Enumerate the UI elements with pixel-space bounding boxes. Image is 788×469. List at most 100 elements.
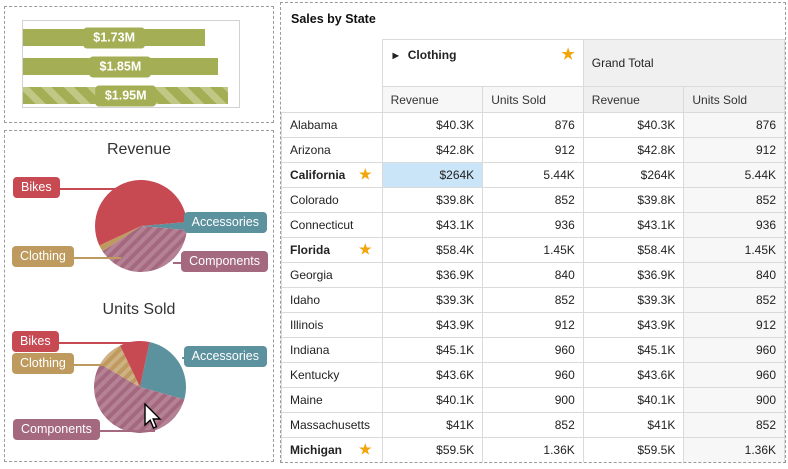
state-cell[interactable]: Colorado [281, 187, 383, 213]
clothing-units-cell[interactable]: 840 [482, 262, 584, 288]
total-revenue-cell[interactable]: $43.6K [582, 362, 685, 388]
row-star-icon[interactable]: ★ [359, 441, 372, 457]
table-row[interactable]: Florida ★ $58.4K 1.45K $58.4K 1.45K [281, 237, 785, 263]
sales-grid[interactable]: ▶ Clothing ★ Grand Total Revenue Units So… [281, 39, 785, 462]
clothing-revenue-cell[interactable]: $43.6K [381, 362, 484, 388]
clothing-units-cell[interactable]: 852 [482, 412, 584, 438]
total-units-cell[interactable]: 900 [683, 387, 785, 413]
total-revenue-cell[interactable]: $264K [582, 162, 685, 188]
total-units-cell[interactable]: 852 [683, 287, 785, 313]
clothing-star-icon[interactable]: ★ [561, 46, 575, 63]
bar-chart-plot[interactable]: $1.73M $1.85M $1.95M [22, 20, 240, 108]
row-star-icon[interactable]: ★ [359, 241, 372, 257]
total-units-cell[interactable]: 1.36K [683, 437, 785, 462]
table-row[interactable]: Alabama $40.3K 876 $40.3K 876 [281, 112, 785, 138]
state-cell[interactable]: Connecticut [281, 212, 383, 238]
total-revenue-cell[interactable]: $42.8K [582, 137, 685, 163]
state-cell[interactable]: Massachusetts [281, 412, 383, 438]
clothing-revenue-cell[interactable]: $58.4K [381, 237, 484, 263]
total-revenue-cell[interactable]: $39.3K [582, 287, 685, 313]
clothing-units-cell[interactable]: 912 [482, 137, 584, 163]
total-units-cell[interactable]: 5.44K [683, 162, 785, 188]
units-components-label[interactable]: Components [13, 419, 100, 440]
bar-chart-panel[interactable]: $1.73M $1.85M $1.95M [4, 6, 274, 123]
units-accessories-label[interactable]: Accessories [183, 346, 267, 367]
state-cell[interactable]: Alabama [281, 112, 383, 138]
clothing-revenue-cell[interactable]: $39.8K [381, 187, 484, 213]
pie-slice-bikes[interactable] [94, 180, 187, 246]
total-revenue-cell[interactable]: $41K [582, 412, 685, 438]
total-units-cell[interactable]: 852 [683, 187, 785, 213]
pie-charts-panel[interactable]: Revenue Bikes Accessories Clothing Compo… [4, 130, 274, 462]
table-row[interactable]: Arizona $42.8K 912 $42.8K 912 [281, 137, 785, 163]
total-revenue-cell[interactable]: $43.9K [582, 312, 685, 338]
total-revenue-cell[interactable]: $36.9K [582, 262, 685, 288]
total-revenue-cell[interactable]: $40.3K [582, 112, 685, 138]
total-units-cell[interactable]: 1.45K [683, 237, 785, 263]
clothing-revenue-cell[interactable]: $59.5K [381, 437, 484, 462]
table-row[interactable]: Michigan ★ $59.5K 1.36K $59.5K 1.36K [281, 437, 785, 462]
clothing-units-cell[interactable]: 960 [482, 337, 584, 363]
clothing-revenue-cell[interactable]: $40.3K [381, 112, 484, 138]
total-units-cell[interactable]: 960 [683, 362, 785, 388]
clothing-units-cell[interactable]: 1.36K [482, 437, 584, 462]
clothing-units-cell[interactable]: 960 [482, 362, 584, 388]
expand-icon[interactable]: ▶ [392, 51, 399, 60]
bar-$1.95M[interactable]: $1.95M [23, 85, 229, 106]
column-group-clothing[interactable]: ▶ Clothing ★ [381, 39, 584, 87]
table-row[interactable]: Indiana $45.1K 960 $45.1K 960 [281, 337, 785, 363]
pie-slice-clothing[interactable] [100, 345, 140, 387]
bar-$1.85M[interactable]: $1.85M [23, 56, 218, 77]
total-revenue-cell[interactable]: $39.8K [582, 187, 685, 213]
table-row[interactable]: Connecticut $43.1K 936 $43.1K 936 [281, 212, 785, 238]
state-cell[interactable]: Maine [281, 387, 383, 413]
sales-by-state-panel[interactable]: Sales by State ▶ Clothing ★ Grand Total R… [280, 2, 786, 463]
clothing-revenue-cell[interactable]: $42.8K [381, 137, 484, 163]
total-revenue-cell[interactable]: $45.1K [582, 337, 685, 363]
clothing-units-cell[interactable]: 5.44K [482, 162, 584, 188]
clothing-units-cell[interactable]: 900 [482, 387, 584, 413]
pie-slice-components[interactable] [102, 226, 187, 272]
table-row[interactable]: Idaho $39.3K 852 $39.3K 852 [281, 287, 785, 313]
total-units-cell[interactable]: 960 [683, 337, 785, 363]
units-bikes-label[interactable]: Bikes [12, 331, 59, 352]
clothing-units-cell[interactable]: 912 [482, 312, 584, 338]
clothing-revenue-cell[interactable]: $36.9K [381, 262, 484, 288]
pie-slice-bikes[interactable] [119, 341, 150, 387]
total-revenue-cell[interactable]: $58.4K [582, 237, 685, 263]
state-cell[interactable]: Indiana [281, 337, 383, 363]
clothing-revenue-cell[interactable]: $264K [381, 162, 484, 188]
revenue-components-label[interactable]: Components [181, 251, 268, 272]
revenue-clothing-label[interactable]: Clothing [12, 246, 74, 267]
state-cell[interactable]: Kentucky [281, 362, 383, 388]
state-cell[interactable]: Michigan ★ [281, 437, 383, 462]
clothing-units-cell[interactable]: 852 [482, 187, 584, 213]
state-cell[interactable]: Arizona [281, 137, 383, 163]
total-units-cell[interactable]: 936 [683, 212, 785, 238]
total-revenue-cell[interactable]: $40.1K [582, 387, 685, 413]
table-row[interactable]: Kentucky $43.6K 960 $43.6K 960 [281, 362, 785, 388]
clothing-revenue-cell[interactable]: $40.1K [381, 387, 484, 413]
state-cell[interactable]: Illinois [281, 312, 383, 338]
pie-slice-clothing[interactable] [99, 226, 141, 252]
state-cell[interactable]: Georgia [281, 262, 383, 288]
total-revenue-cell[interactable]: $43.1K [582, 212, 685, 238]
pie-slice-accessories[interactable] [140, 342, 187, 400]
units-clothing-label[interactable]: Clothing [12, 353, 74, 374]
total-units-cell[interactable]: 840 [683, 262, 785, 288]
table-row[interactable]: Colorado $39.8K 852 $39.8K 852 [281, 187, 785, 213]
total-units-cell[interactable]: 912 [683, 137, 785, 163]
total-units-cell[interactable]: 852 [683, 412, 785, 438]
clothing-revenue-cell[interactable]: $45.1K [381, 337, 484, 363]
revenue-accessories-label[interactable]: Accessories [183, 212, 267, 233]
clothing-units-cell[interactable]: 1.45K [482, 237, 584, 263]
row-star-icon[interactable]: ★ [359, 166, 372, 182]
total-units-cell[interactable]: 912 [683, 312, 785, 338]
pie-slice-components[interactable] [94, 364, 185, 433]
table-row[interactable]: Massachusetts $41K 852 $41K 852 [281, 412, 785, 438]
clothing-units-cell[interactable]: 876 [482, 112, 584, 138]
clothing-revenue-cell[interactable]: $41K [381, 412, 484, 438]
table-row[interactable]: Maine $40.1K 900 $40.1K 900 [281, 387, 785, 413]
state-cell[interactable]: Florida ★ [281, 237, 383, 263]
total-units-cell[interactable]: 876 [683, 112, 785, 138]
